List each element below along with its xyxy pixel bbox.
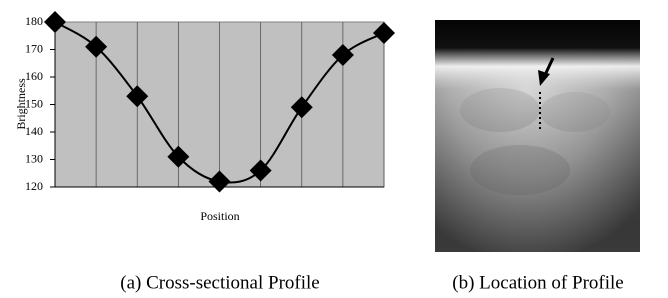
y-tick-label: 170: [25, 41, 43, 55]
figure: Brightness Position (a) Cross-sectional …: [0, 0, 668, 298]
photo: [435, 20, 640, 252]
caption: (a) Cross-sectional Profile: [120, 272, 319, 293]
y-tick-label: 120: [25, 179, 43, 193]
y-tick-label: 140: [25, 124, 43, 138]
caption: (b) Location of Profile: [452, 272, 623, 293]
y-tick-label: 150: [25, 96, 43, 110]
y-tick-label: 130: [25, 151, 43, 165]
x-axis-label: Position: [200, 209, 239, 223]
y-tick-label: 180: [25, 14, 43, 28]
y-tick-label: 160: [25, 69, 43, 83]
